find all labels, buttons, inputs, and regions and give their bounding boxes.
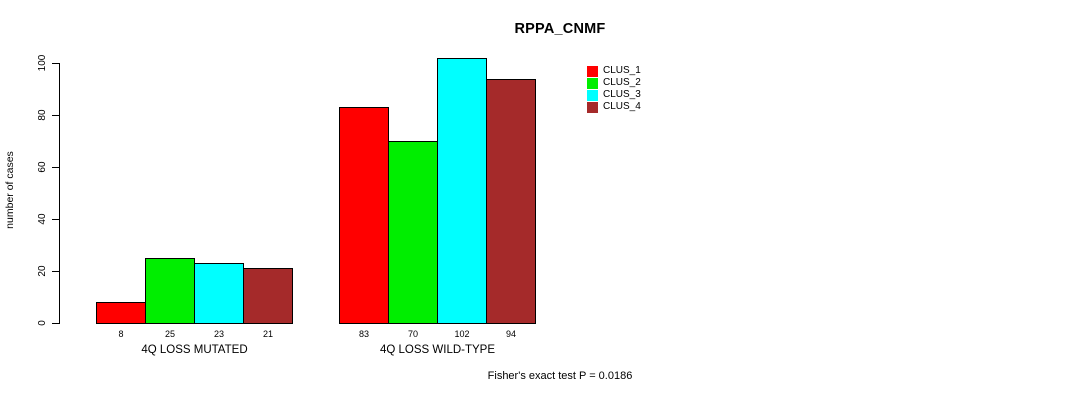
legend-swatch-clus_4 <box>587 101 598 113</box>
bar-clus_3-mutated <box>194 263 244 324</box>
y-axis-tick-label: 60 <box>37 161 48 173</box>
bar-value-label: 25 <box>164 329 175 339</box>
y-axis-tick-label: 20 <box>37 265 48 277</box>
y-axis-tick <box>52 167 59 168</box>
bar-value-label: 8 <box>118 329 124 339</box>
y-axis-tick-label: 0 <box>37 320 48 326</box>
bar-value-label: 70 <box>407 329 418 339</box>
x-axis-group-label: 4Q LOSS WILD-TYPE <box>379 344 496 356</box>
legend-swatch-clus_3 <box>587 89 598 101</box>
legend-label: CLUS_2 <box>603 77 641 88</box>
bar-clus_2-wildtype <box>388 141 438 324</box>
y-axis-tick <box>52 271 59 272</box>
bar-value-label: 83 <box>358 329 369 339</box>
legend-label: CLUS_1 <box>603 65 641 76</box>
y-axis-tick <box>52 63 59 64</box>
legend-item-clus_1: CLUS_1 <box>587 65 641 77</box>
legend-label: CLUS_3 <box>603 89 641 100</box>
bar-value-label: 23 <box>213 329 224 339</box>
y-axis-tick <box>52 323 59 324</box>
bar-value-label: 102 <box>454 329 470 339</box>
legend-item-clus_3: CLUS_3 <box>587 89 641 101</box>
y-axis-label: number of cases <box>4 151 16 229</box>
bar-value-label: 21 <box>262 329 273 339</box>
legend-item-clus_4: CLUS_4 <box>587 101 641 113</box>
y-axis-tick-label: 80 <box>37 109 48 121</box>
legend: CLUS_1 CLUS_2 CLUS_3 CLUS_4 <box>587 65 641 113</box>
bar-clus_1-wildtype <box>339 107 389 324</box>
x-axis-group-label: 4Q LOSS MUTATED <box>141 344 248 356</box>
bar-clus_2-mutated <box>145 258 195 324</box>
fisher-test-annotation: Fisher's exact test P = 0.0186 <box>487 370 633 382</box>
legend-swatch-clus_2 <box>587 77 598 89</box>
y-axis-line <box>59 63 60 324</box>
legend-swatch-clus_1 <box>587 65 598 77</box>
chart-title: RPPA_CNMF <box>514 21 606 37</box>
legend-item-clus_2: CLUS_2 <box>587 77 641 89</box>
y-axis-tick-label: 40 <box>37 213 48 225</box>
bar-clus_4-mutated <box>243 268 293 324</box>
y-axis-tick <box>52 219 59 220</box>
bar-clus_1-mutated <box>96 302 146 324</box>
y-axis-tick <box>52 115 59 116</box>
bar-value-label: 94 <box>505 329 516 339</box>
y-axis-tick-label: 100 <box>37 54 48 72</box>
bar-clus_4-wildtype <box>486 79 536 324</box>
bar-clus_3-wildtype <box>437 58 487 324</box>
legend-label: CLUS_4 <box>603 101 641 112</box>
